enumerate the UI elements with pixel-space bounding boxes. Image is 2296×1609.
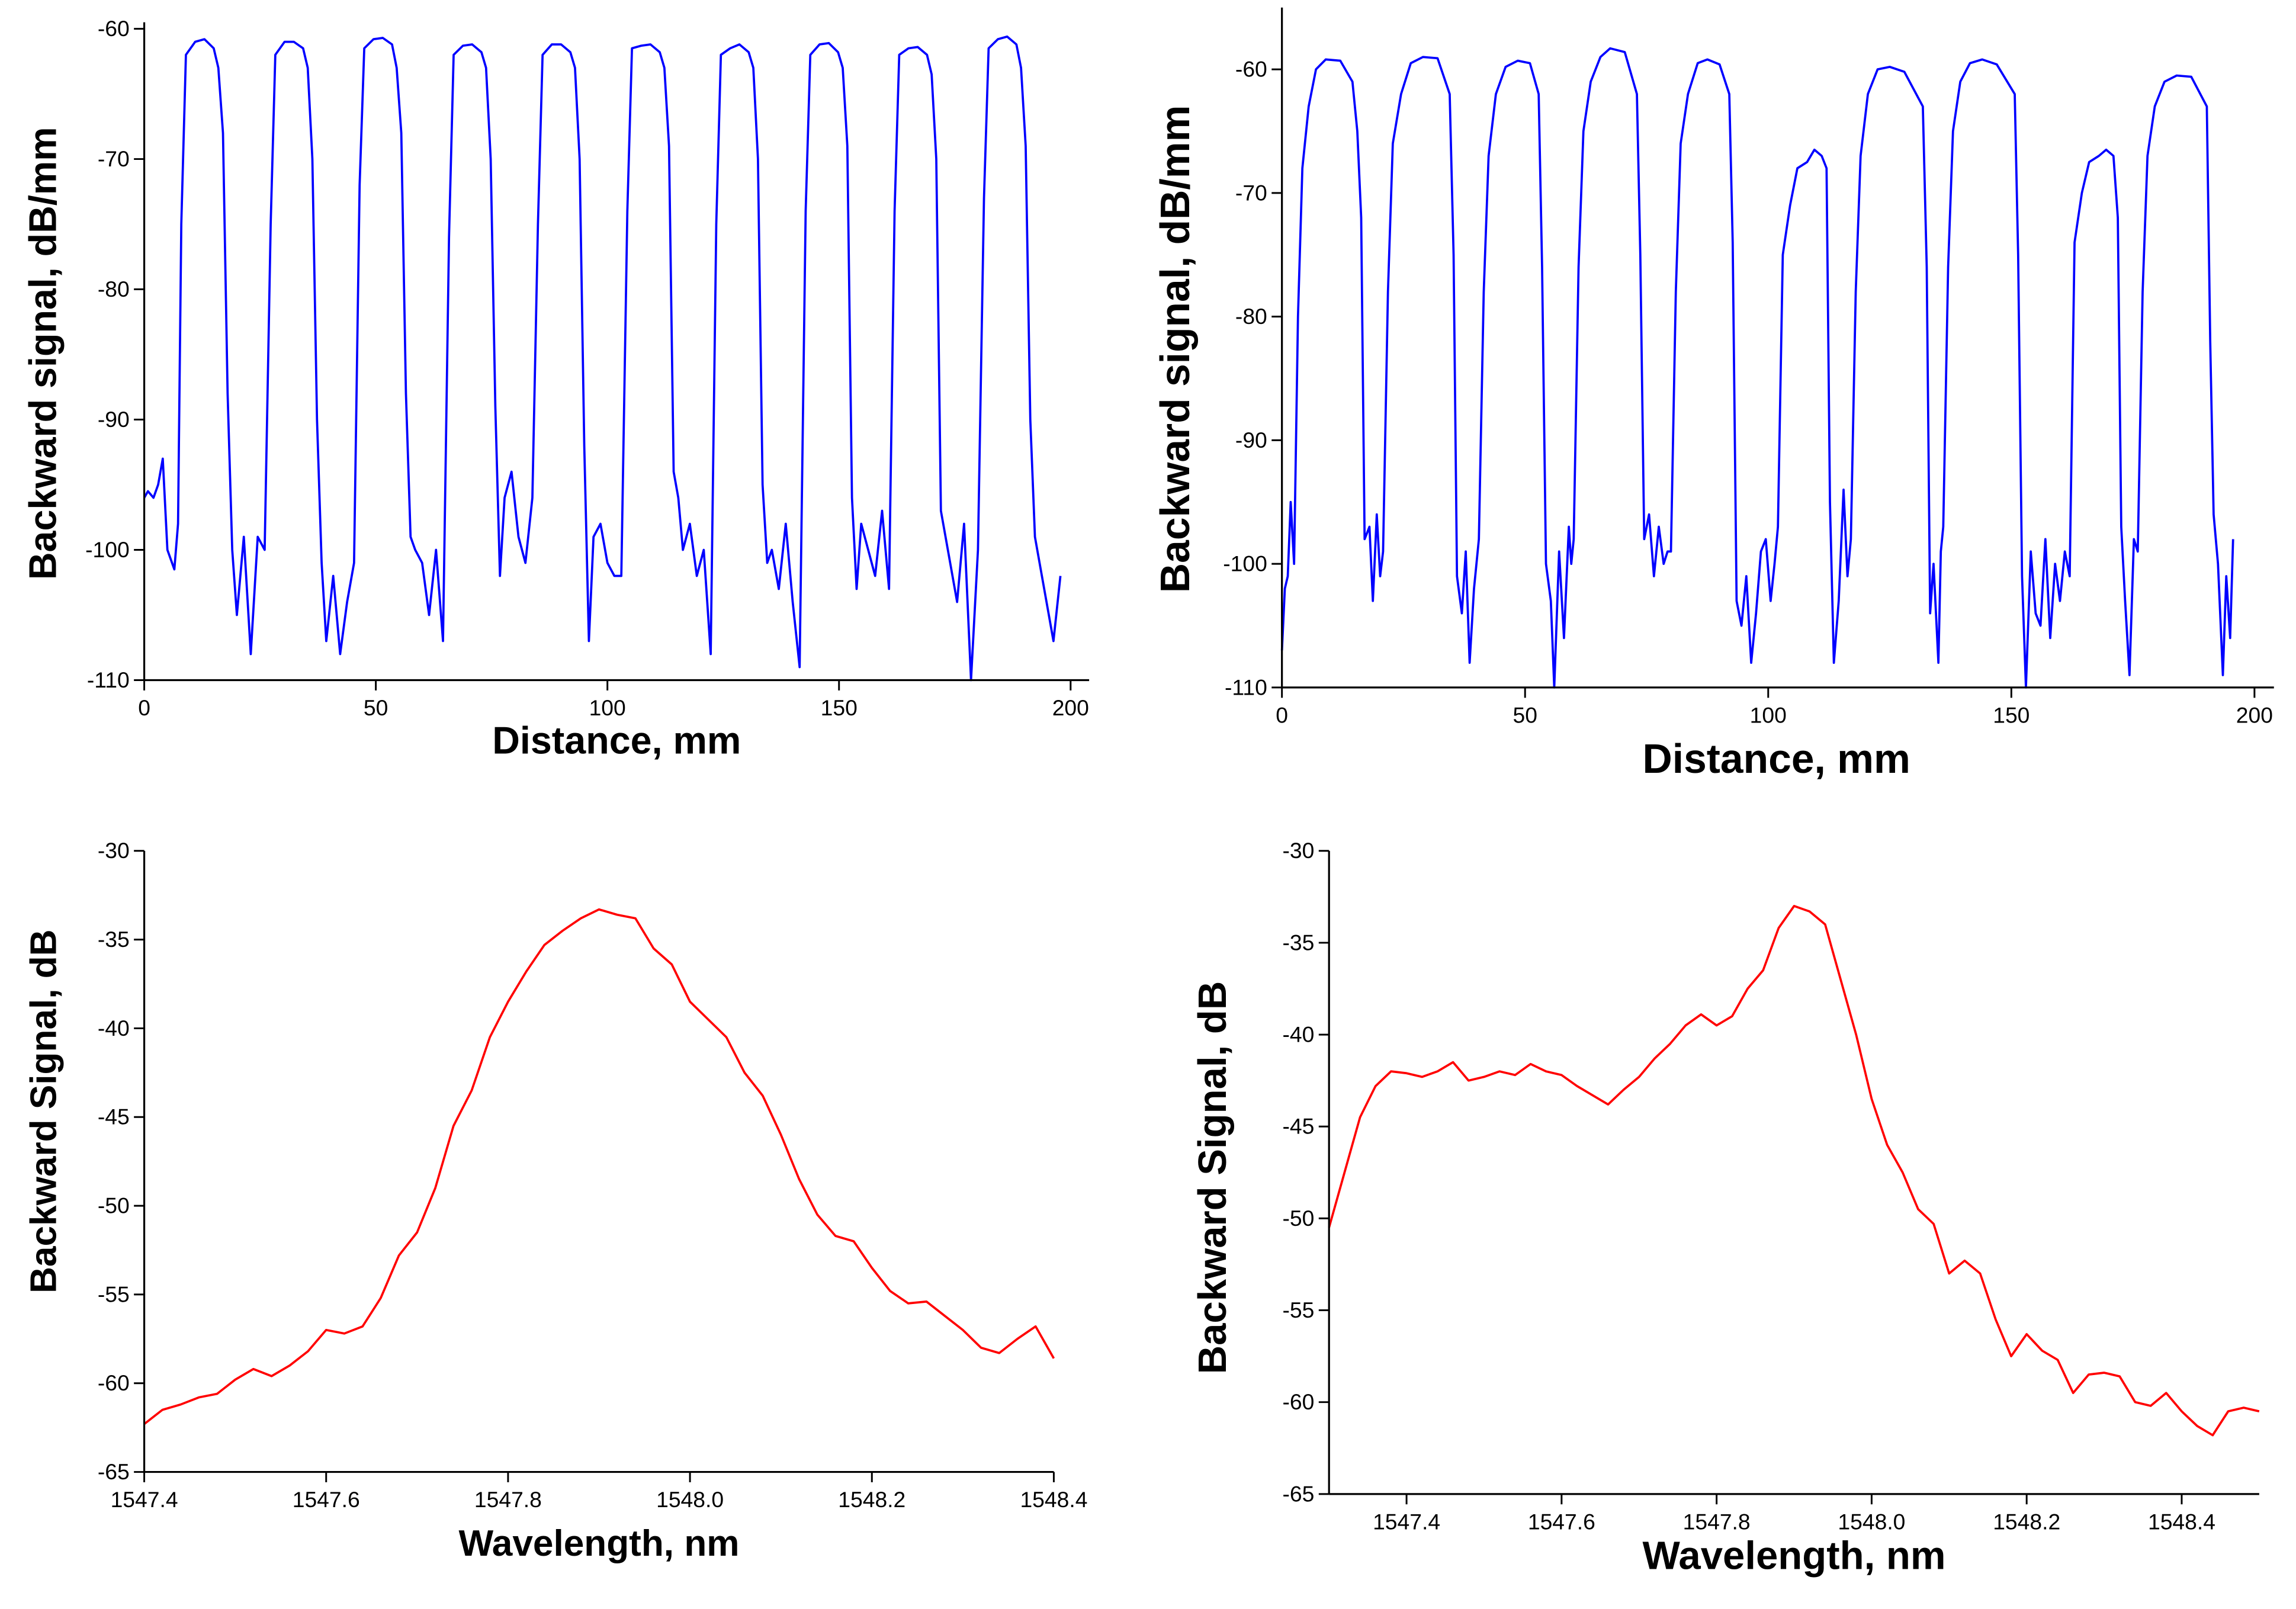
chart: -65 -60 -55 -50 -45 -40 -35 -30 1547.4 1547.6 1547… (23, 838, 1087, 1564)
x-axis-title: Distance, mm (1642, 736, 1910, 782)
x-axis-title: Distance, mm (492, 720, 741, 762)
y-tick-label: -100 (85, 537, 130, 562)
y-tick-label: -70 (98, 146, 130, 171)
x-axis-title: Wavelength, nm (1643, 1534, 1946, 1578)
y-tick-label: -35 (1282, 930, 1314, 955)
x-tick-label: 150 (821, 695, 858, 720)
y-tick-label: -55 (98, 1282, 130, 1306)
x-tick-label: 1548.0 (1838, 1509, 1905, 1534)
x-tick-label: 100 (589, 695, 626, 720)
x-tick-label: 200 (2236, 703, 2273, 728)
data-line (143, 908, 1055, 1425)
x-tick-label: 1548.0 (656, 1487, 724, 1512)
y-tick-label: -90 (1235, 428, 1267, 452)
y-tick-label: -110 (87, 667, 130, 692)
x-tick-label: 1547.6 (293, 1487, 360, 1512)
x-tick-label: 200 (1052, 695, 1089, 720)
x-tick-label: 100 (1750, 703, 1787, 728)
x-tick-label: 1548.4 (2148, 1509, 2215, 1534)
y-tick-label: -55 (1282, 1298, 1314, 1322)
x-tick-label: 1547.4 (111, 1487, 178, 1512)
data-line (1280, 47, 2234, 689)
y-axis-title: Backward Signal, dB (1190, 981, 1235, 1374)
x-tick-label: 1547.6 (1528, 1509, 1595, 1534)
x-tick-label: 1547.8 (1683, 1509, 1751, 1534)
y-tick-label: -40 (1282, 1022, 1314, 1047)
x-tick-label: 1548.4 (1020, 1487, 1087, 1512)
y-tick-label: -50 (1282, 1206, 1314, 1231)
data-line (1328, 905, 2260, 1437)
y-axis-title: Backward signal, dB/mm (21, 127, 64, 580)
x-tick-label: 0 (138, 695, 150, 720)
y-tick-label: -50 (98, 1193, 130, 1218)
x-tick-label: 50 (364, 695, 388, 720)
chart: -110 -100 -90 -80 -70 -60 0 50 100 150 200 Distance… (1152, 7, 2274, 782)
y-tick-label: -80 (98, 277, 130, 301)
data-line (143, 35, 1062, 682)
x-tick-label: 150 (1993, 703, 2030, 728)
y-tick-label: -40 (98, 1016, 130, 1040)
y-tick-label: -70 (1235, 180, 1267, 205)
y-tick-label: -45 (1282, 1114, 1314, 1139)
x-tick-label: 1547.4 (1373, 1509, 1440, 1534)
y-tick-label: -30 (1282, 838, 1314, 863)
chart: -110 -100 -90 -80 -70 -60 0 50 100 150 200 Distance… (21, 16, 1090, 762)
y-axis-title: Backward signal, dB/mm (1152, 105, 1198, 593)
x-tick-label: 50 (1513, 703, 1537, 728)
y-tick-label: -65 (1282, 1481, 1314, 1506)
x-tick-label: 0 (1276, 703, 1288, 728)
y-tick-label: -110 (1225, 675, 1267, 699)
x-tick-label: 1548.2 (838, 1487, 905, 1512)
x-axis-title: Wavelength, nm (458, 1523, 739, 1564)
x-tick-label: 1547.8 (474, 1487, 542, 1512)
y-tick-label: -100 (1223, 551, 1267, 576)
y-tick-label: -80 (1235, 304, 1267, 329)
y-tick-label: -60 (1235, 57, 1267, 82)
y-tick-label: -60 (98, 16, 130, 41)
chart: -65 -60 -55 -50 -45 -40 -35 -30 1547.4 1547.6 1547… (1190, 838, 2260, 1578)
y-tick-label: -35 (98, 927, 130, 952)
y-tick-label: -60 (1282, 1389, 1314, 1414)
y-tick-label: -90 (98, 407, 130, 432)
x-tick-label: 1548.2 (1993, 1509, 2060, 1534)
y-tick-label: -45 (98, 1104, 130, 1129)
y-tick-label: -65 (98, 1459, 130, 1484)
y-tick-label: -60 (98, 1370, 130, 1395)
y-axis-title: Backward Signal, dB (23, 929, 64, 1293)
y-tick-label: -30 (98, 838, 130, 863)
